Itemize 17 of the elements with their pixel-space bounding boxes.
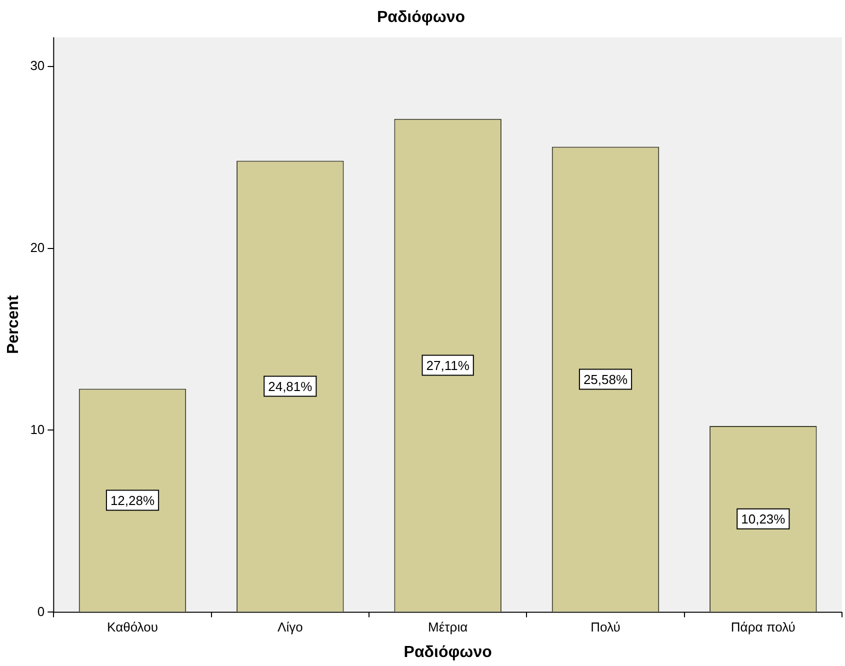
x-tick-label: Καθόλου <box>107 620 158 635</box>
data-label: 12,28% <box>110 492 155 508</box>
x-tick-label: Πάρα πολύ <box>730 620 796 635</box>
data-label: 27,11% <box>426 358 470 373</box>
data-label: 10,23% <box>741 511 786 526</box>
y-tick-label: 20 <box>30 240 45 255</box>
y-tick-label: 0 <box>37 604 45 619</box>
x-tick-label: Πολύ <box>590 620 620 635</box>
y-tick-label: 10 <box>30 422 45 437</box>
data-label: 24,81% <box>268 378 313 394</box>
x-tick-label: Λίγο <box>278 620 303 635</box>
x-axis-title: Ραδιόφωνο <box>404 644 492 661</box>
y-axis-title: Percent <box>5 294 22 354</box>
data-label: 25,58% <box>583 372 628 387</box>
chart-title: Ραδιόφωνο <box>376 9 466 26</box>
y-tick-label: 30 <box>30 58 45 73</box>
x-tick-label: Μέτρια <box>428 620 468 635</box>
